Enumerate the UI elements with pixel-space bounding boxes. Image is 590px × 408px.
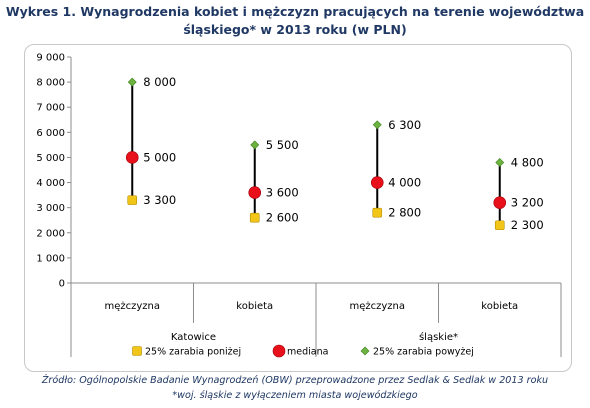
low-quartile-label: 2 300 bbox=[511, 218, 544, 232]
footer: Źródło: Ogólnopolskie Badanie Wynagrodze… bbox=[0, 373, 590, 403]
source-note: Źródło: Ogólnopolskie Badanie Wynagrodze… bbox=[41, 375, 549, 386]
y-tick-label: 9 000 bbox=[36, 53, 65, 64]
high-quartile-label: 6 300 bbox=[388, 118, 421, 132]
high-quartile-point bbox=[127, 77, 137, 87]
legend-label: 25% zarabia powyżej bbox=[373, 347, 474, 358]
legend-high-marker bbox=[360, 346, 370, 356]
low-quartile-label: 2 600 bbox=[266, 211, 299, 225]
y-tick-label: 2 000 bbox=[36, 228, 65, 239]
chart-title: Wykres 1. Wynagrodzenia kobiet i mężczyz… bbox=[0, 3, 590, 39]
median-label: 3 200 bbox=[511, 196, 544, 210]
legend-label: 25% zarabia poniżej bbox=[145, 347, 241, 358]
x-group-label: Katowice bbox=[171, 332, 216, 343]
chart-title-line-1: Wykres 1. Wynagrodzenia kobiet i mężczyz… bbox=[5, 4, 585, 19]
low-quartile-point bbox=[372, 207, 383, 218]
y-tick-label: 1 000 bbox=[36, 253, 65, 264]
x-group-label: śląskie* bbox=[419, 331, 458, 343]
x-category-label: kobieta bbox=[481, 301, 518, 312]
chart-area: 0 1 000 2 000 3 000 4 000 5 000 6 000 7 000 8 00… bbox=[24, 44, 572, 372]
high-quartile-label: 5 500 bbox=[266, 138, 299, 152]
y-tick-label: 3 000 bbox=[36, 203, 65, 214]
low-quartile-point bbox=[127, 195, 138, 205]
median-point bbox=[248, 186, 262, 199]
legend-median-marker bbox=[272, 344, 286, 358]
median-point bbox=[125, 151, 139, 164]
y-tick-label: 4 000 bbox=[36, 178, 65, 189]
median-point bbox=[370, 176, 384, 189]
low-quartile-point bbox=[249, 212, 260, 223]
y-tick-label: 7 000 bbox=[36, 103, 65, 114]
high-quartile-point bbox=[495, 158, 505, 167]
low-quartile-point bbox=[494, 220, 505, 231]
chart-title-line-2: śląskiego* w 2013 roku (w PLN) bbox=[183, 22, 407, 37]
median-label: 5 000 bbox=[143, 150, 176, 164]
chart-svg: 0 1 000 2 000 3 000 4 000 5 000 6 000 7 000 8 00… bbox=[36, 53, 562, 358]
y-tick-label: 0 bbox=[59, 279, 65, 290]
low-quartile-label: 2 800 bbox=[388, 206, 421, 220]
region-note: *woj. śląskie z wyłączeniem miasta wojew… bbox=[172, 390, 418, 401]
x-category-label: mężczyzna bbox=[104, 301, 160, 312]
x-category-label: kobieta bbox=[236, 301, 273, 312]
high-quartile-point bbox=[372, 120, 382, 130]
y-tick-label: 5 000 bbox=[36, 153, 65, 164]
median-label: 3 600 bbox=[266, 186, 299, 200]
x-category-label: mężczyzna bbox=[349, 301, 405, 312]
legend-label: mediana bbox=[287, 347, 328, 358]
median-point bbox=[493, 196, 507, 209]
y-tick-label: 6 000 bbox=[36, 128, 65, 139]
low-quartile-label: 3 300 bbox=[143, 193, 176, 207]
high-quartile-point bbox=[250, 140, 260, 150]
high-quartile-label: 8 000 bbox=[143, 75, 176, 89]
high-quartile-label: 4 800 bbox=[511, 155, 544, 169]
median-label: 4 000 bbox=[388, 176, 421, 190]
legend-low-marker bbox=[132, 346, 142, 356]
y-tick-label: 8 000 bbox=[36, 78, 65, 89]
